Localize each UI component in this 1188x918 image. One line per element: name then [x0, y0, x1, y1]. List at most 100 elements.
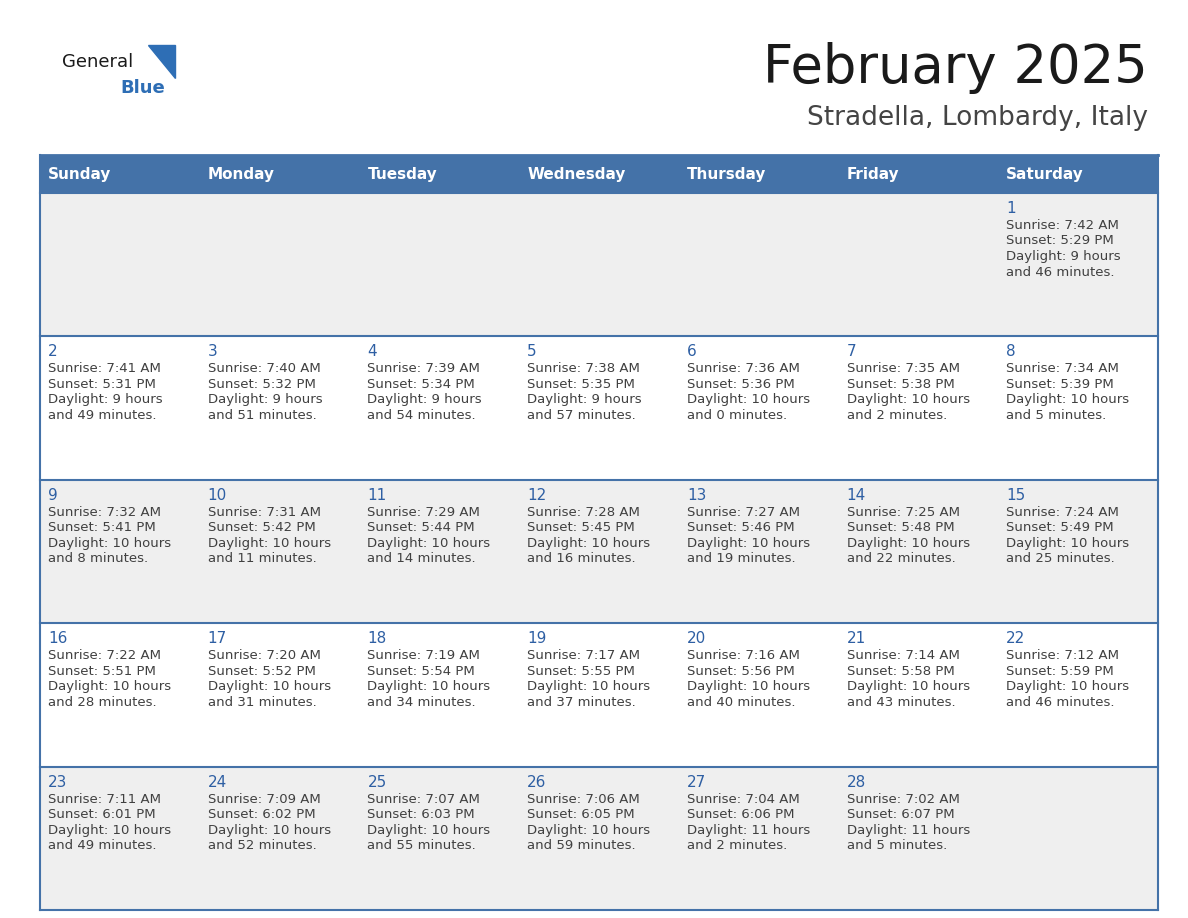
- Text: Sunrise: 7:22 AM: Sunrise: 7:22 AM: [48, 649, 162, 662]
- Text: Daylight: 9 hours: Daylight: 9 hours: [1006, 250, 1121, 263]
- Text: 13: 13: [687, 487, 706, 503]
- Text: Daylight: 10 hours: Daylight: 10 hours: [687, 680, 810, 693]
- Text: and 16 minutes.: and 16 minutes.: [527, 553, 636, 565]
- Text: and 19 minutes.: and 19 minutes.: [687, 553, 796, 565]
- Bar: [40, 155, 200, 193]
- Text: Sunset: 5:46 PM: Sunset: 5:46 PM: [687, 521, 795, 534]
- Text: Sunrise: 7:19 AM: Sunrise: 7:19 AM: [367, 649, 480, 662]
- Polygon shape: [148, 45, 175, 78]
- Bar: [998, 336, 1158, 480]
- Bar: [360, 155, 519, 193]
- Text: and 2 minutes.: and 2 minutes.: [687, 839, 788, 852]
- Text: Daylight: 9 hours: Daylight: 9 hours: [48, 394, 163, 407]
- Text: 2: 2: [48, 344, 58, 360]
- Text: Sunset: 6:03 PM: Sunset: 6:03 PM: [367, 808, 475, 821]
- Bar: [678, 155, 839, 193]
- Text: and 5 minutes.: and 5 minutes.: [1006, 409, 1106, 422]
- Bar: [998, 767, 1158, 910]
- Text: Sunset: 5:51 PM: Sunset: 5:51 PM: [48, 665, 156, 677]
- Text: 9: 9: [48, 487, 58, 503]
- Text: and 51 minutes.: and 51 minutes.: [208, 409, 316, 422]
- Bar: [678, 623, 839, 767]
- Text: Sunrise: 7:20 AM: Sunrise: 7:20 AM: [208, 649, 321, 662]
- Text: Sunset: 5:31 PM: Sunset: 5:31 PM: [48, 378, 156, 391]
- Bar: [200, 480, 360, 623]
- Text: 12: 12: [527, 487, 546, 503]
- Text: Thursday: Thursday: [687, 166, 766, 182]
- Text: 7: 7: [847, 344, 857, 360]
- Text: 20: 20: [687, 632, 706, 646]
- Bar: [360, 480, 519, 623]
- Text: Daylight: 10 hours: Daylight: 10 hours: [48, 680, 171, 693]
- Text: Tuesday: Tuesday: [367, 166, 437, 182]
- Text: Sunrise: 7:09 AM: Sunrise: 7:09 AM: [208, 792, 321, 806]
- Text: Sunrise: 7:32 AM: Sunrise: 7:32 AM: [48, 506, 162, 519]
- Text: and 46 minutes.: and 46 minutes.: [1006, 696, 1114, 709]
- Bar: [839, 623, 998, 767]
- Text: and 49 minutes.: and 49 minutes.: [48, 839, 157, 852]
- Bar: [40, 336, 200, 480]
- Text: and 22 minutes.: and 22 minutes.: [847, 553, 955, 565]
- Text: Daylight: 10 hours: Daylight: 10 hours: [208, 823, 330, 836]
- Text: 17: 17: [208, 632, 227, 646]
- Bar: [519, 623, 678, 767]
- Bar: [519, 767, 678, 910]
- Text: Daylight: 10 hours: Daylight: 10 hours: [527, 680, 650, 693]
- Text: Sunset: 6:07 PM: Sunset: 6:07 PM: [847, 808, 954, 821]
- Text: and 8 minutes.: and 8 minutes.: [48, 553, 148, 565]
- Text: 10: 10: [208, 487, 227, 503]
- Text: Stradella, Lombardy, Italy: Stradella, Lombardy, Italy: [807, 105, 1148, 131]
- Text: and 14 minutes.: and 14 minutes.: [367, 553, 476, 565]
- Text: Sunrise: 7:16 AM: Sunrise: 7:16 AM: [687, 649, 800, 662]
- Text: Sunrise: 7:24 AM: Sunrise: 7:24 AM: [1006, 506, 1119, 519]
- Text: Sunset: 5:35 PM: Sunset: 5:35 PM: [527, 378, 636, 391]
- Text: Sunset: 5:58 PM: Sunset: 5:58 PM: [847, 665, 954, 677]
- Bar: [519, 193, 678, 336]
- Text: Daylight: 10 hours: Daylight: 10 hours: [48, 537, 171, 550]
- Text: Daylight: 10 hours: Daylight: 10 hours: [367, 537, 491, 550]
- Bar: [678, 767, 839, 910]
- Text: Sunset: 5:44 PM: Sunset: 5:44 PM: [367, 521, 475, 534]
- Text: February 2025: February 2025: [763, 42, 1148, 94]
- Text: Sunrise: 7:06 AM: Sunrise: 7:06 AM: [527, 792, 640, 806]
- Text: 27: 27: [687, 775, 706, 789]
- Text: Sunrise: 7:28 AM: Sunrise: 7:28 AM: [527, 506, 640, 519]
- Text: 6: 6: [687, 344, 696, 360]
- Text: Wednesday: Wednesday: [527, 166, 626, 182]
- Text: Blue: Blue: [120, 79, 165, 97]
- Text: Sunset: 5:56 PM: Sunset: 5:56 PM: [687, 665, 795, 677]
- Text: 28: 28: [847, 775, 866, 789]
- Text: Monday: Monday: [208, 166, 274, 182]
- Text: Sunrise: 7:29 AM: Sunrise: 7:29 AM: [367, 506, 480, 519]
- Text: Sunrise: 7:38 AM: Sunrise: 7:38 AM: [527, 363, 640, 375]
- Text: Sunrise: 7:34 AM: Sunrise: 7:34 AM: [1006, 363, 1119, 375]
- Text: Daylight: 9 hours: Daylight: 9 hours: [208, 394, 322, 407]
- Text: 26: 26: [527, 775, 546, 789]
- Text: Sunset: 5:55 PM: Sunset: 5:55 PM: [527, 665, 636, 677]
- Text: Sunset: 5:38 PM: Sunset: 5:38 PM: [847, 378, 954, 391]
- Bar: [678, 193, 839, 336]
- Text: and 5 minutes.: and 5 minutes.: [847, 839, 947, 852]
- Bar: [200, 336, 360, 480]
- Text: Sunrise: 7:27 AM: Sunrise: 7:27 AM: [687, 506, 800, 519]
- Text: 24: 24: [208, 775, 227, 789]
- Text: 19: 19: [527, 632, 546, 646]
- Text: Sunrise: 7:11 AM: Sunrise: 7:11 AM: [48, 792, 162, 806]
- Bar: [200, 623, 360, 767]
- Text: General: General: [62, 53, 133, 71]
- Text: Sunset: 5:49 PM: Sunset: 5:49 PM: [1006, 521, 1114, 534]
- Text: and 43 minutes.: and 43 minutes.: [847, 696, 955, 709]
- Bar: [519, 336, 678, 480]
- Text: 5: 5: [527, 344, 537, 360]
- Bar: [40, 193, 200, 336]
- Text: Daylight: 10 hours: Daylight: 10 hours: [527, 537, 650, 550]
- Text: Daylight: 10 hours: Daylight: 10 hours: [367, 680, 491, 693]
- Text: and 25 minutes.: and 25 minutes.: [1006, 553, 1116, 565]
- Text: Sunrise: 7:39 AM: Sunrise: 7:39 AM: [367, 363, 480, 375]
- Text: Sunset: 5:52 PM: Sunset: 5:52 PM: [208, 665, 316, 677]
- Text: Daylight: 11 hours: Daylight: 11 hours: [687, 823, 810, 836]
- Text: Sunrise: 7:25 AM: Sunrise: 7:25 AM: [847, 506, 960, 519]
- Bar: [839, 767, 998, 910]
- Text: Sunrise: 7:31 AM: Sunrise: 7:31 AM: [208, 506, 321, 519]
- Bar: [839, 193, 998, 336]
